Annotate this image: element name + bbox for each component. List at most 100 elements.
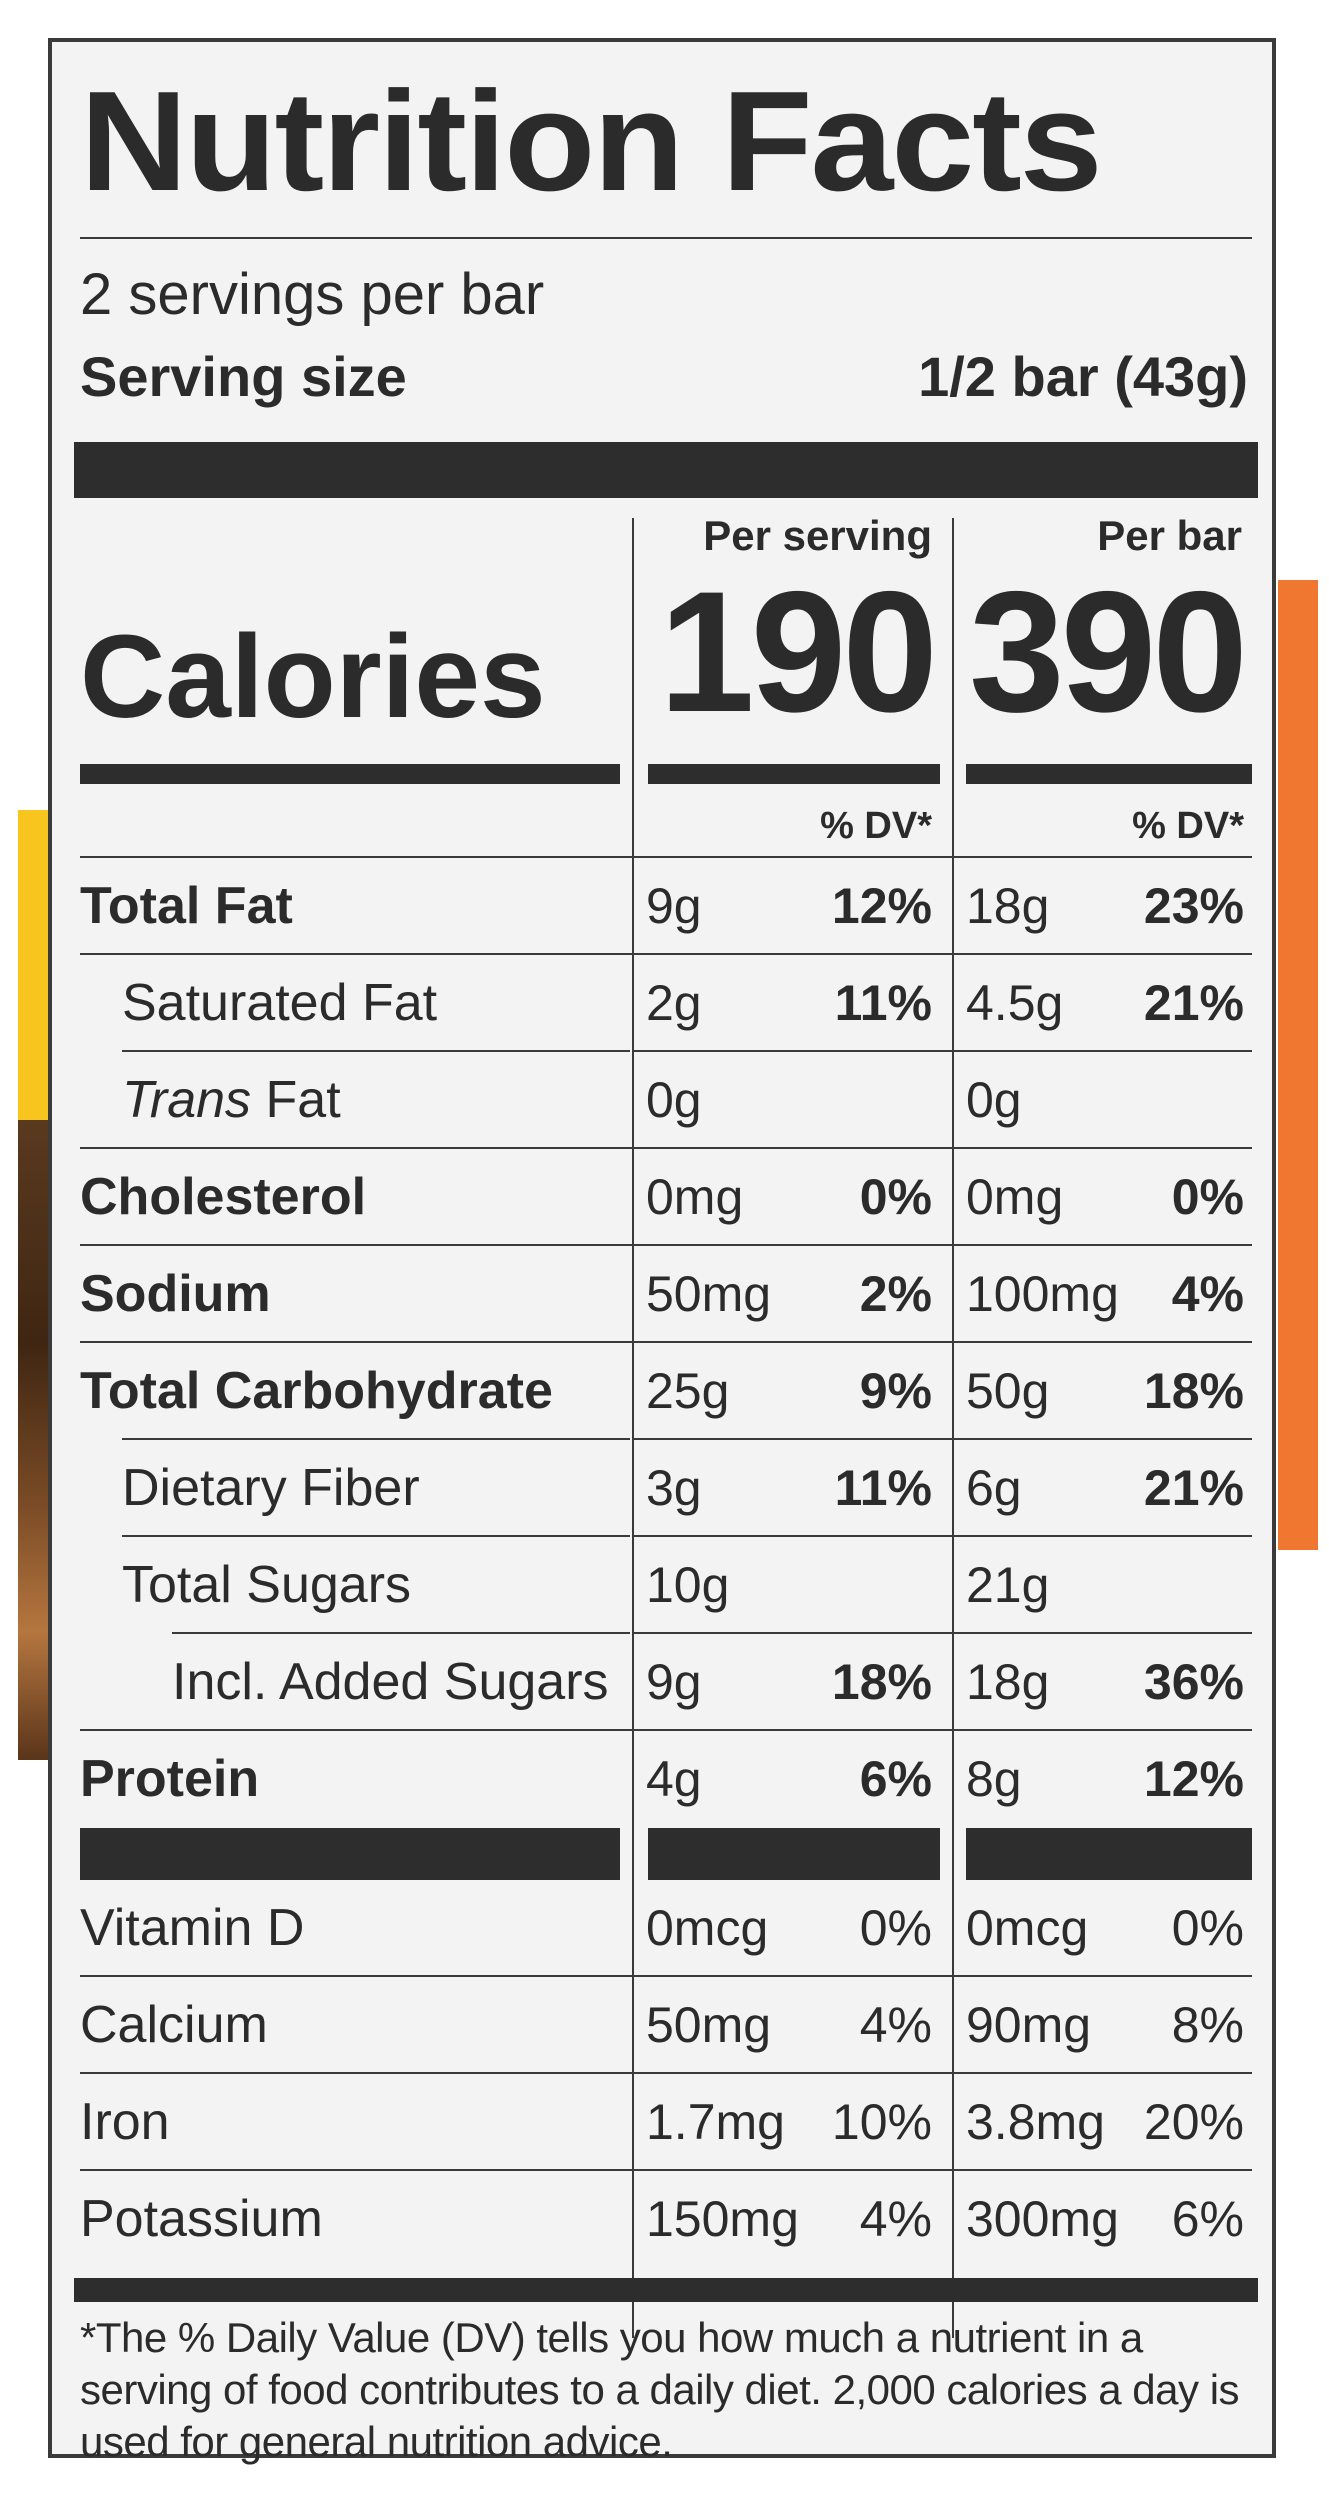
amount-serving: 9g (646, 1654, 702, 1710)
nutrient-name-added-sugars: Incl. Added Sugars (172, 1653, 609, 1711)
dv-bar: 0% (1171, 1900, 1244, 1956)
nutrition-title: Nutrition Facts (80, 62, 1103, 221)
dv-header-serving: % DV* (820, 805, 932, 847)
amount-bar: 100mg (966, 1266, 1119, 1322)
amount-bar: 6g (966, 1460, 1022, 1516)
nutrient-name-saturated-fat: Saturated Fat (122, 974, 438, 1032)
dv-bar: 0% (1171, 1169, 1244, 1225)
row-rule (122, 1535, 630, 1537)
row-rule (122, 1050, 630, 1052)
calories-rule-left (80, 764, 620, 784)
amount-serving: 4g (646, 1751, 702, 1807)
dv-serving: 12% (831, 878, 932, 934)
row-rule (122, 1438, 630, 1440)
calories-per-serving: 190 (659, 556, 938, 748)
amount-serving: 50mg (646, 1997, 772, 2053)
dv-bar: 20% (1143, 2094, 1244, 2150)
amount-serving: 25g (646, 1363, 730, 1419)
footer-thick-rule (74, 2278, 1258, 2302)
nutrient-name-protein: Protein (80, 1750, 260, 1808)
row-rule (80, 1147, 1252, 1149)
row-rule (634, 1438, 1252, 1440)
dv-bar: 12% (1143, 1751, 1244, 1807)
row-rule (80, 1341, 1252, 1343)
dv-bar: 6% (1171, 2191, 1244, 2247)
dv-bar: 8% (1171, 1997, 1244, 2053)
dv-serving: 6% (859, 1751, 932, 1807)
dv-bar: 21% (1143, 975, 1244, 1031)
amount-serving: 3g (646, 1460, 702, 1516)
row-rule (634, 1050, 1252, 1052)
nutrient-name-total-sugars: Total Sugars (122, 1556, 412, 1614)
amount-serving: 2g (646, 975, 702, 1031)
package-orange-stripe (1278, 580, 1318, 1550)
title-rule (80, 237, 1252, 239)
dv-serving: 10% (831, 2094, 932, 2150)
dv-bar: 36% (1143, 1654, 1244, 1710)
trans-rest: Fat (251, 1071, 341, 1129)
vitamin-separator-left (80, 1828, 620, 1880)
dv-bar: 21% (1143, 1460, 1244, 1516)
amount-bar: 3.8mg (966, 2094, 1105, 2150)
amount-bar: 50g (966, 1363, 1050, 1419)
dv-serving: 0% (859, 1169, 932, 1225)
vitamin-name-vitamin-d: Vitamin D (80, 1899, 305, 1957)
amount-bar: 4.5g (966, 975, 1064, 1031)
trans-italic: Trans (122, 1071, 252, 1129)
serving-size-value: 1/2 bar (43g) (918, 345, 1248, 408)
dv-header-bar: % DV* (1132, 805, 1244, 847)
per-serving-label: Per serving (703, 512, 932, 559)
amount-bar: 0g (966, 1072, 1022, 1128)
row-rule (80, 953, 1252, 955)
nutrition-facts-panel: Nutrition Facts 2 servings per bar Servi… (48, 38, 1276, 2465)
amount-bar: 0mg (966, 1169, 1064, 1225)
amount-bar: 21g (966, 1557, 1050, 1613)
dv-serving: 4% (859, 2191, 932, 2247)
amount-bar: 300mg (966, 2191, 1119, 2247)
dv-bar: 23% (1143, 878, 1244, 934)
row-rule (80, 1729, 1252, 1731)
nutrient-name-dietary-fiber: Dietary Fiber (122, 1459, 420, 1517)
nutrient-name-trans-fat: Trans Fat (122, 1052, 341, 1148)
dv-serving: 9% (859, 1363, 932, 1419)
per-bar-label: Per bar (1097, 512, 1242, 559)
amount-serving: 0g (646, 1072, 702, 1128)
row-rule (80, 2072, 1252, 2074)
amount-serving: 50mg (646, 1266, 772, 1322)
nutrient-name-cholesterol: Cholesterol (80, 1168, 367, 1226)
dv-serving: 11% (834, 975, 932, 1031)
row-rule (634, 1632, 1252, 1634)
nutrient-name-total-carbohydrate: Total Carbohydrate (80, 1362, 553, 1420)
calories-per-bar: 390 (969, 556, 1248, 748)
amount-serving: 0mg (646, 1169, 744, 1225)
amount-serving: 10g (646, 1557, 730, 1613)
row-rule (634, 1535, 1252, 1537)
row-rule (172, 1632, 630, 1634)
footnote: *The % Daily Value (DV) tells you how mu… (80, 2314, 1240, 2465)
amount-serving: 9g (646, 878, 702, 934)
nutrient-name-total-fat: Total Fat (80, 877, 293, 935)
amount-bar: 18g (966, 1654, 1050, 1710)
dv-serving: 11% (834, 1460, 932, 1516)
dv-serving: 18% (831, 1654, 932, 1710)
vitamin-name-potassium: Potassium (80, 2190, 323, 2248)
vitamin-separator-mid (648, 1828, 940, 1880)
servings-per-container: 2 servings per bar (80, 262, 545, 327)
dv-serving: 0% (859, 1900, 932, 1956)
row-rule (80, 2169, 1252, 2171)
dv-serving: 4% (859, 1997, 932, 2053)
column-divider-1 (632, 518, 634, 2338)
dv-header-rule (80, 856, 1252, 858)
serving-size-label: Serving size (80, 345, 407, 408)
amount-serving: 0mcg (646, 1900, 769, 1956)
thick-rule (74, 442, 1258, 498)
calories-rule-right (966, 764, 1252, 784)
amount-bar: 90mg (966, 1997, 1092, 2053)
dv-serving: 2% (859, 1266, 932, 1322)
column-divider-2 (952, 518, 954, 2338)
vitamin-separator-right (966, 1828, 1252, 1880)
amount-bar: 18g (966, 878, 1050, 934)
amount-serving: 1.7mg (646, 2094, 785, 2150)
nutrient-name-sodium: Sodium (80, 1265, 271, 1323)
amount-bar: 0mcg (966, 1900, 1089, 1956)
